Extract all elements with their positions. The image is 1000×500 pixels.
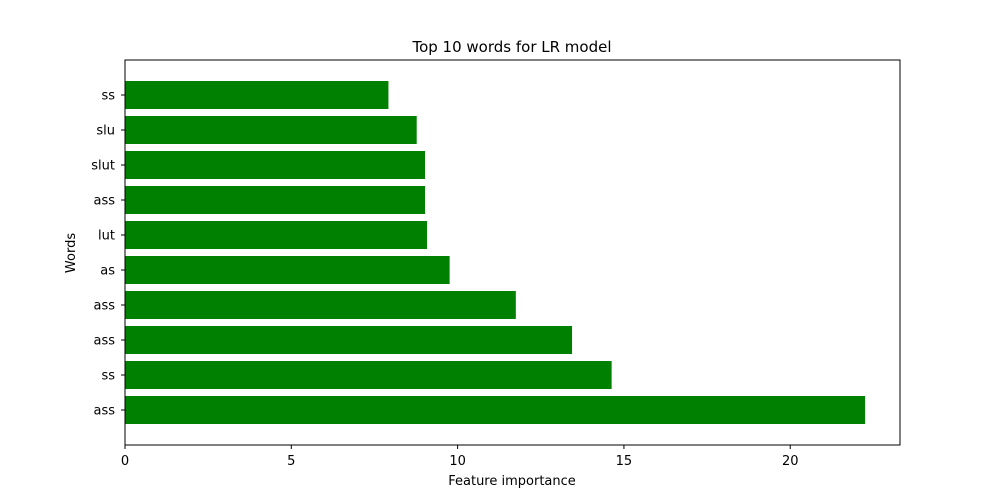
y-tick-label: lut (98, 229, 115, 244)
bar (125, 116, 417, 144)
y-tick-label: ass (93, 299, 115, 314)
bar (125, 151, 426, 179)
y-axis-ticks: ss slu slut ass lut as ass ass ss ass (91, 89, 125, 419)
y-axis-label: Words (64, 233, 79, 273)
y-tick-label: as (100, 264, 115, 279)
bar (125, 221, 428, 249)
x-axis-ticks: 0 5 10 15 20 (121, 445, 799, 469)
bar (125, 326, 573, 354)
bar (125, 291, 516, 319)
x-tick-label: 20 (782, 454, 799, 469)
x-axis-label: Feature importance (448, 474, 576, 489)
bar (125, 396, 866, 424)
bar (125, 186, 426, 214)
x-tick-label: 0 (121, 454, 129, 469)
y-tick-label: ass (93, 334, 115, 349)
bar (125, 256, 450, 284)
y-tick-label: slu (96, 124, 115, 139)
y-tick-label: ass (93, 194, 115, 209)
y-tick-label: ss (101, 89, 115, 104)
x-tick-label: 10 (449, 454, 466, 469)
bar (125, 361, 612, 389)
y-tick-label: ass (93, 404, 115, 419)
x-tick-label: 5 (287, 454, 295, 469)
y-tick-label: slut (91, 159, 115, 174)
plot-area-frame (124, 59, 901, 446)
bars-group (125, 81, 866, 424)
chart-title: Top 10 words for LR model (411, 38, 611, 56)
bar (125, 81, 389, 109)
y-tick-label: ss (101, 369, 115, 384)
x-tick-label: 15 (616, 454, 633, 469)
